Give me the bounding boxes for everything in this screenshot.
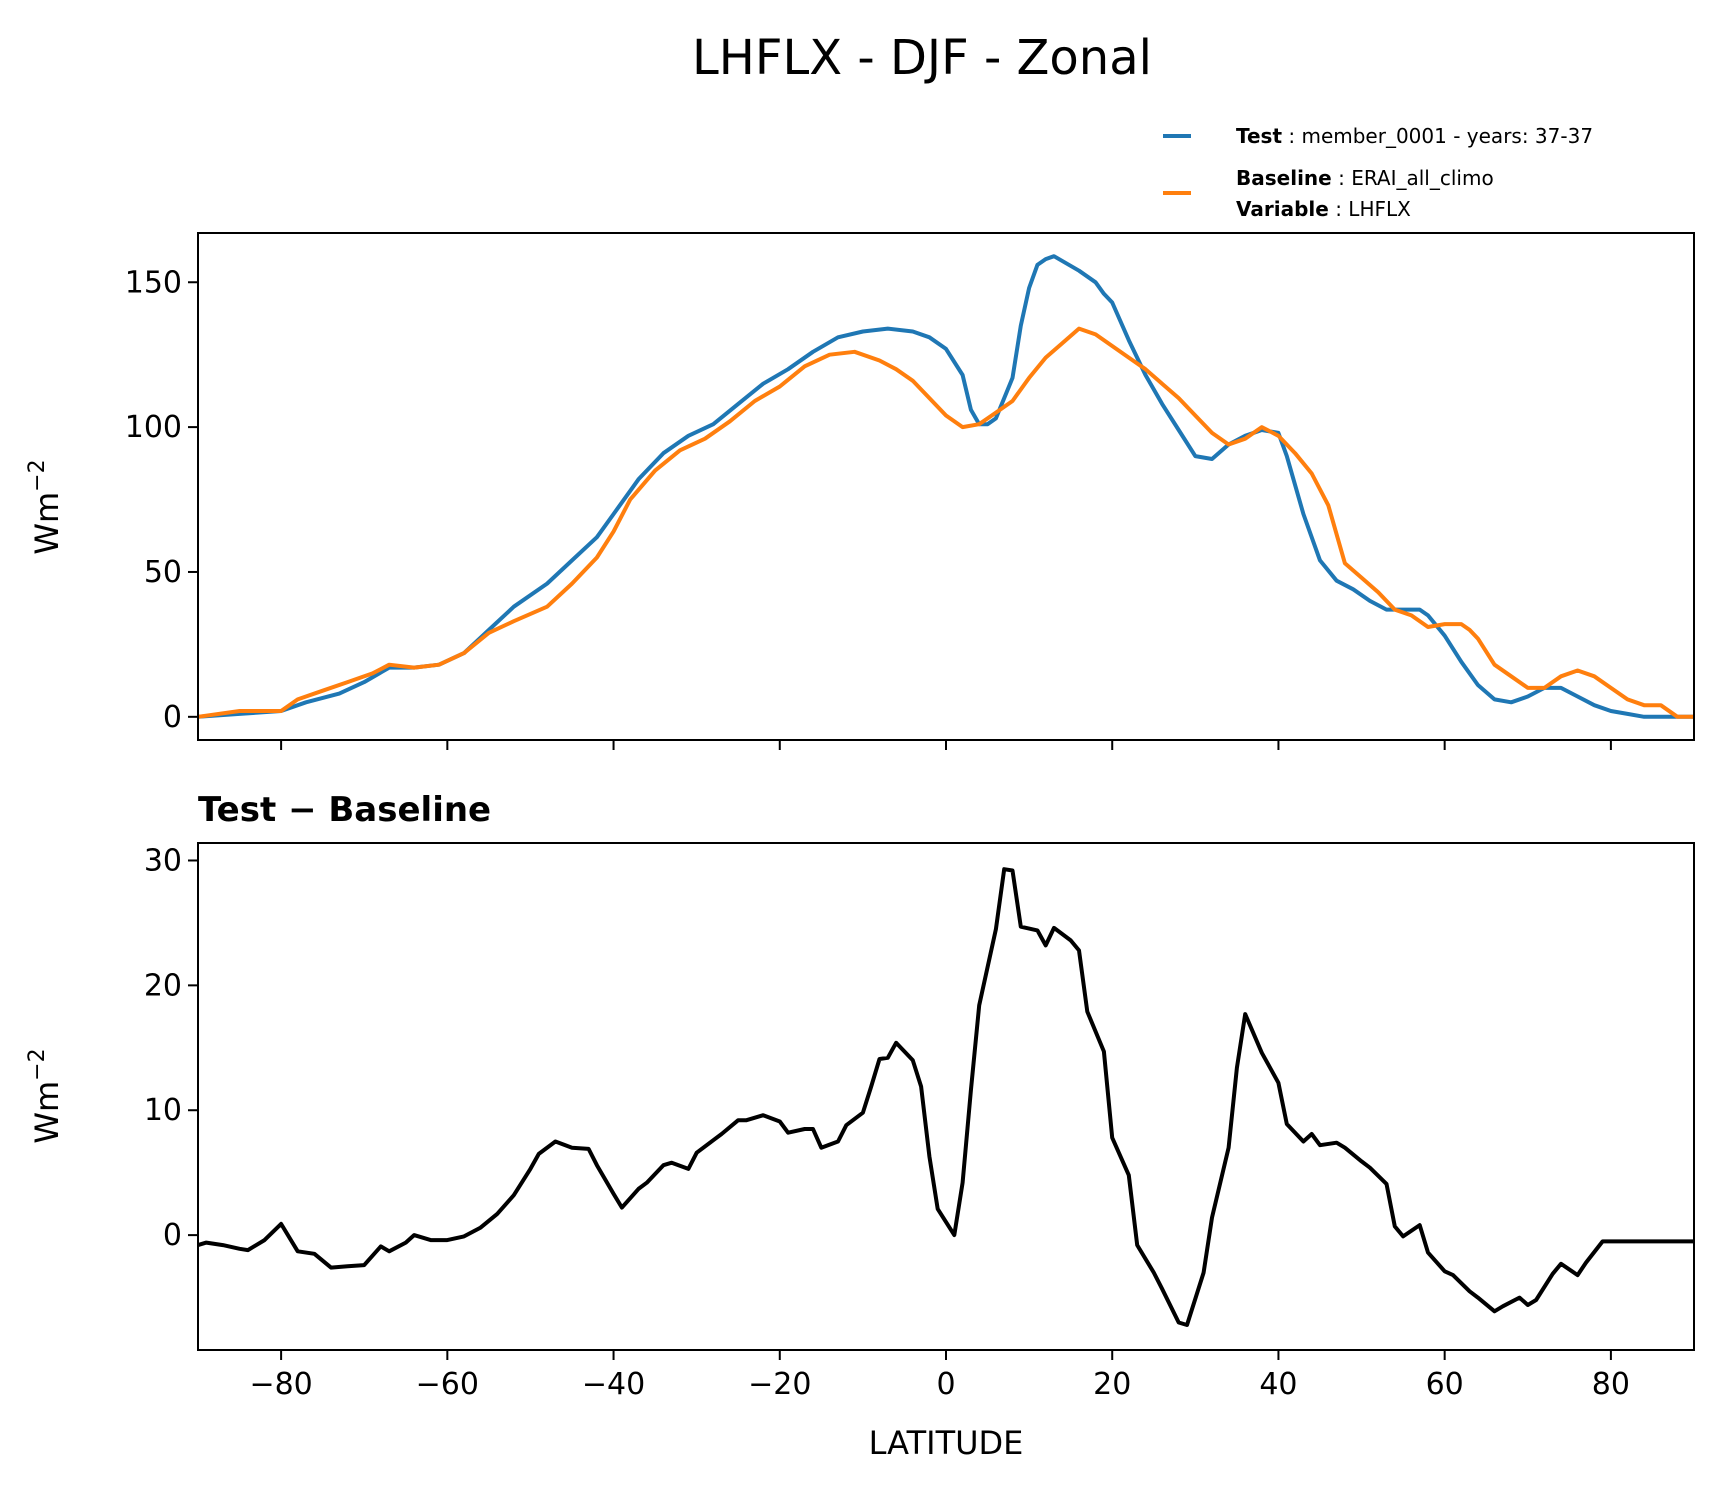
bottom-panel-title: Test − Baseline — [198, 790, 491, 830]
top-series-baseline — [197, 326, 1694, 719]
bottom-panel: 0 10 20 30 −80 −60 −40 −20 0 20 40 60 80 Wm−2 Test − B… — [25, 790, 1695, 1462]
svg-text:Baseline : ERAI_all_climo: Baseline : ERAI_all_climo — [1236, 166, 1494, 190]
bottom-xtick-label: −40 — [582, 1367, 645, 1402]
bottom-series-test-baseline — [197, 867, 1694, 1327]
legend-variable-value: LHFLX — [1348, 197, 1411, 221]
top-ytick-label: 0 — [163, 700, 182, 735]
bottom-ylabel: Wm−2 — [25, 1048, 66, 1143]
legend: Test : member_0001 - years: 37-37 Baseli… — [1163, 124, 1593, 221]
bottom-xtick-label: −20 — [748, 1367, 811, 1402]
top-series-test — [197, 254, 1694, 719]
bottom-xtick-label: −80 — [249, 1367, 312, 1402]
bottom-ytick-label: 30 — [144, 843, 182, 878]
top-ytick-label: 150 — [125, 265, 182, 300]
bottom-xtick-label: 80 — [1592, 1367, 1630, 1402]
legend-test-key: Test — [1236, 124, 1282, 148]
bottom-xtick-label: −60 — [416, 1367, 479, 1402]
top-ylabel: Wm−2 — [25, 459, 66, 554]
bottom-xtick-label: 60 — [1426, 1367, 1464, 1402]
bottom-xtick-label: 20 — [1093, 1367, 1131, 1402]
bottom-ytick-label: 0 — [163, 1218, 182, 1253]
bottom-ytick-label: 20 — [144, 968, 182, 1003]
bottom-ytick-label: 10 — [144, 1093, 182, 1128]
bottom-xtick-label: 40 — [1259, 1367, 1297, 1402]
legend-test-value: member_0001 - years: 37-37 — [1301, 124, 1593, 148]
legend-variable-key: Variable — [1236, 197, 1329, 221]
top-ytick-label: 100 — [125, 410, 182, 445]
legend-baseline-key: Baseline — [1236, 166, 1332, 190]
figure-title: LHFLX - DJF - Zonal — [692, 30, 1152, 86]
bottom-xtick-label: 0 — [936, 1367, 955, 1402]
top-ytick-label: 50 — [144, 555, 182, 590]
bottom-xlabel: LATITUDE — [869, 1424, 1024, 1462]
top-panel: 0 50 100 150 Wm−2 — [25, 232, 1695, 750]
svg-text:Test : member_0001 - years: 37: Test : member_0001 - years: 37-37 — [1236, 124, 1593, 148]
legend-baseline-value: ERAI_all_climo — [1351, 166, 1494, 190]
svg-text:Variable : LHFLX: Variable : LHFLX — [1236, 197, 1411, 221]
